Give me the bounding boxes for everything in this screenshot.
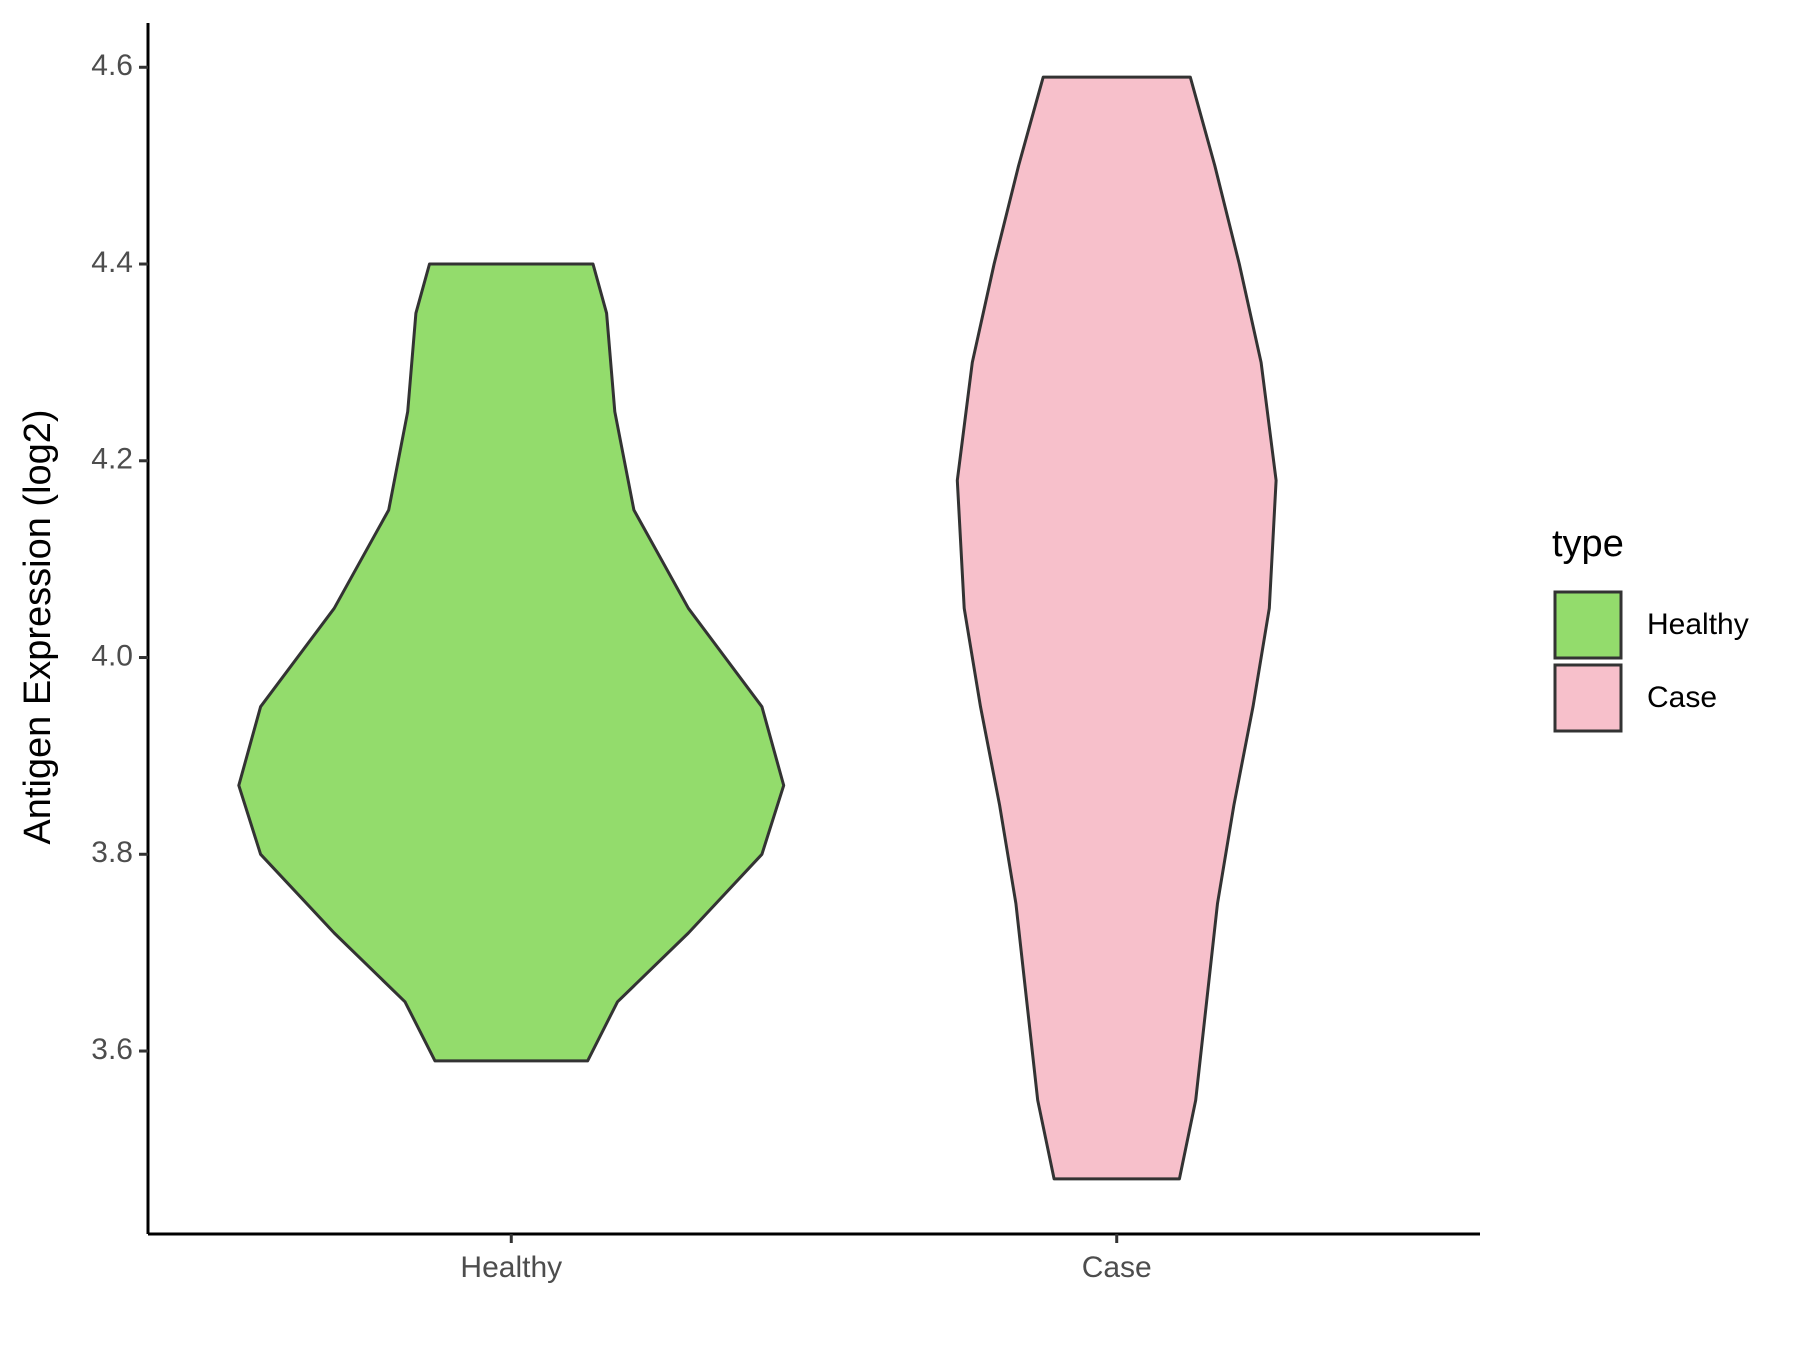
- legend-label: Case: [1647, 681, 1717, 714]
- legend-label: Healthy: [1647, 608, 1749, 641]
- legend-title: type: [1552, 523, 1624, 565]
- y-tick-label: 3.6: [91, 1033, 133, 1066]
- y-tick-label: 4.0: [91, 639, 133, 672]
- y-tick-label: 4.2: [91, 443, 133, 476]
- x-tick-label: Healthy: [460, 1251, 562, 1284]
- legend-key: [1553, 590, 1623, 660]
- y-tick-label: 4.4: [91, 246, 133, 279]
- violin: [955, 75, 1278, 1181]
- y-tick-label: 3.8: [91, 836, 133, 869]
- legend-key: [1553, 663, 1623, 733]
- x-tick-label: Case: [1082, 1251, 1152, 1284]
- violin: [237, 262, 786, 1063]
- y-axis-title: Antigen Expression (log2): [17, 409, 59, 844]
- y-tick-label: 4.6: [91, 49, 133, 82]
